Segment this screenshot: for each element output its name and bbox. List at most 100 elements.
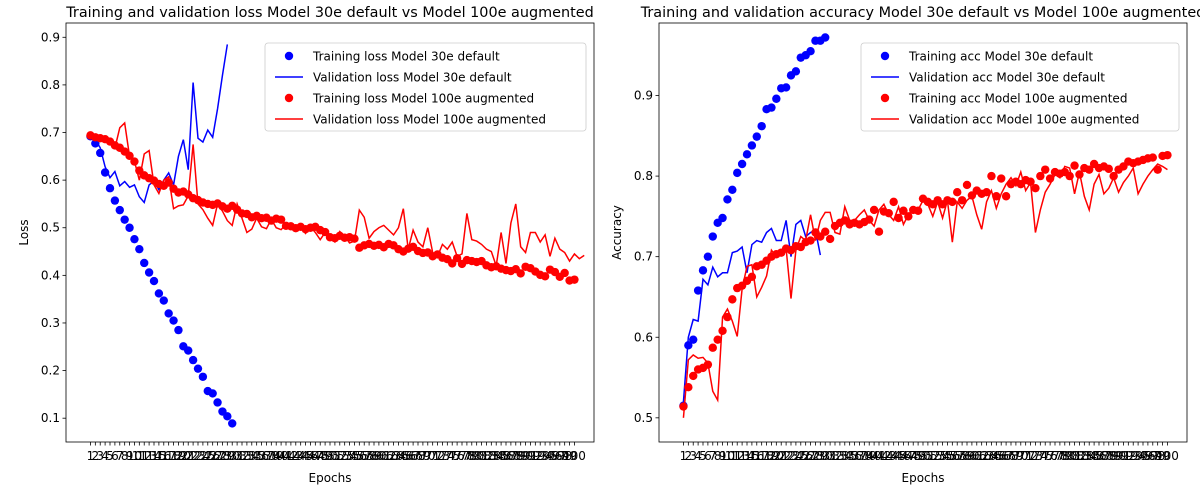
x-tick-label: 31 bbox=[229, 449, 244, 463]
x-tick-label: 81 bbox=[1067, 449, 1082, 463]
data-point-training-acc-model-30e-default bbox=[781, 83, 791, 92]
x-tick-label: 25 bbox=[200, 449, 215, 463]
x-tick-label: 56 bbox=[352, 449, 367, 463]
x-tick-label: 62 bbox=[381, 449, 396, 463]
x-tick-label: 11 bbox=[132, 449, 147, 463]
x-tick-label: 13 bbox=[734, 449, 749, 463]
x-tick-label: 88 bbox=[1101, 449, 1116, 463]
x-tick-label: 94 bbox=[1130, 449, 1145, 463]
data-point-training-acc-model-30e-default bbox=[698, 266, 708, 275]
x-tick-label: 5 bbox=[106, 449, 114, 463]
data-point-training-acc-model-100e-augmented bbox=[1148, 153, 1157, 162]
data-point-training-acc-model-30e-default bbox=[733, 168, 742, 178]
y-tick-label: 0.6 bbox=[634, 330, 653, 344]
data-point-training-acc-model-30e-default bbox=[821, 33, 830, 42]
data-point-training-acc-model-100e-augmented bbox=[1070, 161, 1079, 170]
x-tick-label: 73 bbox=[1028, 449, 1043, 463]
data-point-training-acc-model-100e-augmented bbox=[1104, 164, 1113, 174]
x-tick-label: 35 bbox=[842, 449, 857, 463]
x-tick-label: 83 bbox=[1077, 449, 1092, 463]
data-point-training-acc-model-100e-augmented bbox=[689, 371, 698, 381]
x-tick-label: 52 bbox=[925, 449, 940, 463]
legend-entry-label: Training loss Model 100e augmented bbox=[312, 92, 534, 106]
x-tick-label: 76 bbox=[1042, 449, 1057, 463]
x-tick-label: 49 bbox=[317, 449, 332, 463]
data-point-training-loss-model-30e-default bbox=[130, 234, 139, 244]
data-point-training-loss-model-30e-default bbox=[110, 196, 120, 205]
x-tick-label: 82 bbox=[479, 449, 494, 463]
x-tick-label: 41 bbox=[278, 449, 293, 463]
x-tick-label: 65 bbox=[396, 449, 411, 463]
data-point-training-acc-model-100e-augmented bbox=[718, 326, 727, 336]
x-tick-label: 20 bbox=[176, 449, 191, 463]
x-tick-label: 18 bbox=[759, 449, 774, 463]
x-tick-label: 97 bbox=[552, 449, 567, 463]
x-tick-label: 40 bbox=[866, 449, 881, 463]
x-tick-label: 2 bbox=[685, 449, 693, 463]
x-tick-label: 36 bbox=[254, 449, 269, 463]
y-tick-label: 0.9 bbox=[634, 89, 653, 103]
data-point-training-acc-model-100e-augmented bbox=[962, 180, 972, 190]
x-tick-label: 73 bbox=[435, 449, 450, 463]
x-tick-label: 90 bbox=[518, 449, 533, 463]
x-tick-label: 79 bbox=[1057, 449, 1072, 463]
x-tick-label: 39 bbox=[269, 449, 284, 463]
x-tick-label: 71 bbox=[425, 449, 440, 463]
data-point-training-loss-model-30e-default bbox=[140, 258, 149, 268]
x-tick-label: 20 bbox=[769, 449, 784, 463]
x-tick-label: 39 bbox=[862, 449, 877, 463]
chart-panel-1: 0.50.60.70.80.91234567891011121314151617… bbox=[610, 5, 1200, 485]
y-tick-label: 0.2 bbox=[41, 364, 60, 378]
x-tick-label: 29 bbox=[813, 449, 828, 463]
series-line-validation-loss-model-100e-augmented bbox=[90, 121, 585, 267]
x-tick-label: 83 bbox=[484, 449, 499, 463]
data-point-training-acc-model-100e-augmented bbox=[825, 234, 835, 244]
legend-entry-label: Validation loss Model 100e augmented bbox=[313, 113, 546, 127]
data-point-training-loss-model-100e-augmented bbox=[540, 272, 550, 281]
x-tick-label: 99 bbox=[1155, 449, 1170, 463]
x-tick-label: 17 bbox=[754, 449, 769, 463]
x-tick-label: 34 bbox=[837, 449, 852, 463]
x-tick-label: 37 bbox=[852, 449, 867, 463]
data-point-training-acc-model-30e-default bbox=[747, 141, 757, 150]
x-tick-label: 6 bbox=[704, 449, 712, 463]
legend-entry-label: Training loss Model 30e default bbox=[312, 50, 500, 64]
x-tick-label: 7 bbox=[116, 449, 124, 463]
x-tick-label: 89 bbox=[1106, 449, 1121, 463]
y-tick-label: 0.8 bbox=[634, 169, 653, 183]
x-tick-label: 54 bbox=[935, 449, 950, 463]
x-tick-label: 45 bbox=[298, 449, 313, 463]
x-tick-label: 9 bbox=[719, 449, 727, 463]
x-tick-label: 63 bbox=[386, 449, 401, 463]
x-tick-label: 10 bbox=[127, 449, 142, 463]
x-tick-label: 26 bbox=[798, 449, 813, 463]
data-point-training-loss-model-30e-default bbox=[169, 316, 178, 325]
x-tick-label: 68 bbox=[1003, 449, 1018, 463]
x-tick-label: 27 bbox=[210, 449, 225, 463]
legend: Training loss Model 30e default Validatio… bbox=[264, 42, 587, 132]
x-tick-label: 47 bbox=[901, 449, 916, 463]
x-tick-label: 12 bbox=[137, 449, 152, 463]
x-tick-label: 61 bbox=[969, 449, 984, 463]
x-tick-label: 98 bbox=[557, 449, 572, 463]
x-tick-label: 62 bbox=[974, 449, 989, 463]
data-point-training-acc-model-100e-augmented bbox=[708, 343, 717, 352]
x-tick-label: 67 bbox=[998, 449, 1013, 463]
x-tick-label: 61 bbox=[376, 449, 391, 463]
x-tick-label: 57 bbox=[950, 449, 965, 463]
x-tick-label: 28 bbox=[215, 449, 230, 463]
x-tick-label: 4 bbox=[694, 449, 702, 463]
legend-entry-label: Training acc Model 30e default bbox=[908, 50, 1093, 64]
x-tick-label: 25 bbox=[793, 449, 808, 463]
data-point-training-loss-model-30e-default bbox=[144, 268, 154, 277]
x-tick-label: 55 bbox=[940, 449, 955, 463]
x-tick-label: 19 bbox=[171, 449, 186, 463]
y-tick-label: 0.5 bbox=[41, 221, 60, 235]
x-tick-label: 53 bbox=[930, 449, 945, 463]
x-tick-label: 59 bbox=[366, 449, 381, 463]
x-tick-label: 86 bbox=[498, 449, 513, 463]
x-tick-label: 1 bbox=[680, 449, 688, 463]
x-tick-label: 71 bbox=[1018, 449, 1033, 463]
x-tick-label: 51 bbox=[920, 449, 935, 463]
data-point-training-loss-model-30e-default bbox=[159, 296, 168, 305]
